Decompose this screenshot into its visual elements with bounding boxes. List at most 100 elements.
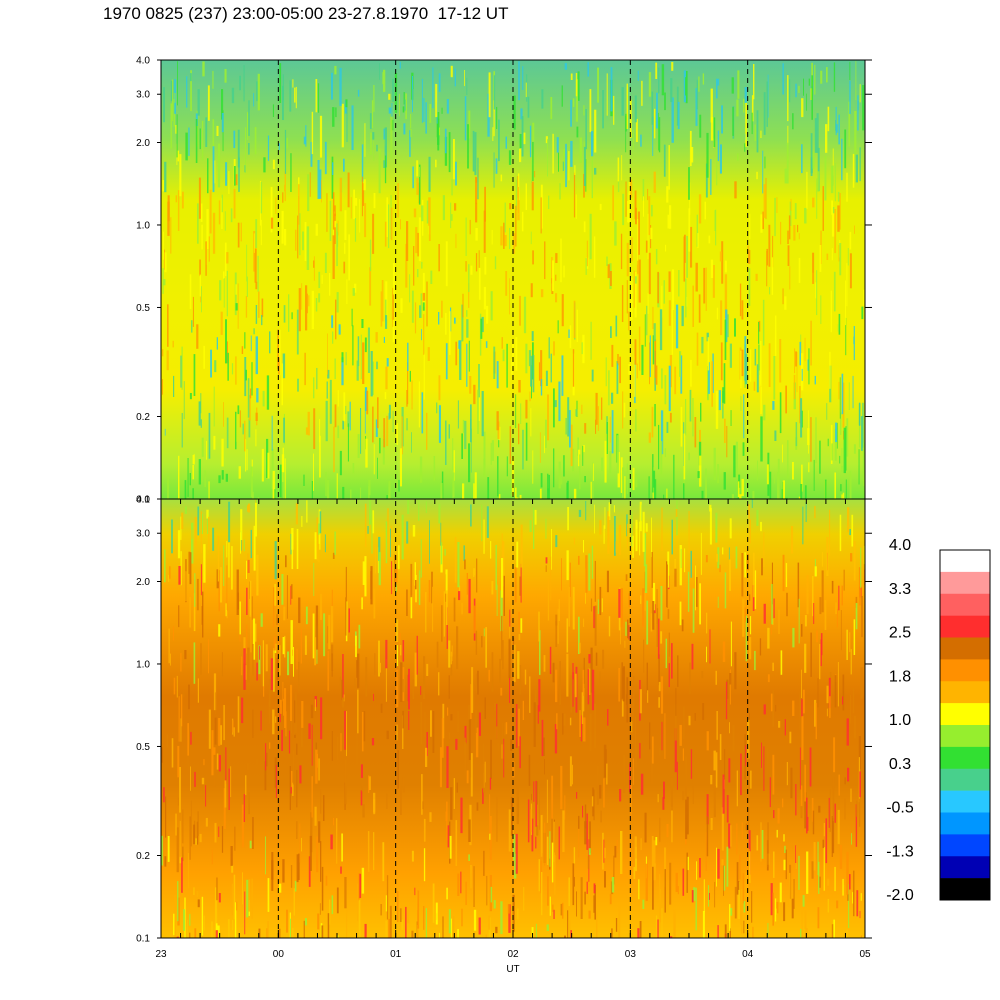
- spectrogram-streak: [661, 64, 665, 96]
- spectrogram-streak: [374, 653, 376, 675]
- spectrogram-streak: [272, 470, 275, 499]
- spectrogram-streak: [730, 908, 733, 916]
- spectrogram-streak: [490, 739, 492, 779]
- spectrogram-streak: [320, 593, 323, 620]
- spectrogram-streak: [704, 201, 706, 220]
- spectrogram-streak: [590, 598, 593, 612]
- spectrogram-streak: [784, 296, 787, 310]
- spectrogram-streak: [391, 306, 394, 320]
- spectrogram-streak: [368, 775, 370, 793]
- spectrogram-streak: [800, 806, 803, 819]
- spectrogram-streak: [518, 634, 521, 641]
- spectrogram-streak: [395, 584, 397, 593]
- spectrogram-streak: [556, 713, 558, 730]
- spectrogram-streak: [342, 654, 344, 700]
- spectrogram-streak: [572, 349, 575, 387]
- spectrogram-streak: [375, 419, 378, 437]
- spectrogram-streak: [659, 747, 661, 756]
- spectrogram-streak: [662, 797, 665, 810]
- spectrogram-streak: [283, 472, 284, 499]
- spectrogram-streak: [615, 918, 618, 932]
- spectrogram-streak: [847, 894, 849, 901]
- spectrogram-streak: [577, 437, 579, 456]
- spectrogram-streak: [276, 658, 279, 681]
- spectrogram-streak: [337, 220, 339, 236]
- spectrogram-streak: [562, 902, 564, 919]
- spectrogram-streak: [213, 386, 215, 427]
- spectrogram-streak: [232, 720, 234, 733]
- spectrogram-streak: [626, 242, 629, 277]
- spectrogram-streak: [559, 183, 561, 200]
- spectrogram-streak: [519, 148, 522, 163]
- spectrogram-streak: [274, 757, 277, 788]
- spectrogram-streak: [380, 904, 382, 916]
- spectrogram-streak: [468, 264, 470, 292]
- spectrogram-streak: [334, 404, 337, 428]
- spectrogram-streak: [261, 315, 263, 326]
- spectrogram-streak: [187, 741, 189, 772]
- colorbar-label: 4.0: [889, 537, 911, 554]
- spectrogram-streak: [609, 451, 612, 474]
- spectrogram-streak: [800, 785, 803, 816]
- spectrogram-streak: [706, 132, 709, 178]
- spectrogram-streak: [455, 161, 457, 186]
- spectrogram-streak: [436, 641, 439, 668]
- spectrogram-streak: [435, 159, 437, 168]
- spectrogram-streak: [585, 501, 587, 521]
- spectrogram-streak: [205, 117, 208, 147]
- spectrogram-streak: [540, 289, 544, 298]
- spectrogram-streak: [727, 314, 729, 338]
- spectrogram-streak: [686, 796, 689, 835]
- spectrogram-streak: [646, 305, 648, 336]
- spectrogram-streak: [652, 306, 654, 329]
- spectrogram-streak: [747, 245, 750, 252]
- spectrogram-streak: [421, 392, 424, 434]
- spectrogram-streak: [726, 846, 729, 887]
- spectrogram-streak: [798, 233, 800, 240]
- spectrogram-streak: [517, 651, 520, 679]
- spectrogram-streak: [202, 61, 205, 77]
- spectrogram-streak: [831, 200, 833, 215]
- spectrogram-streak: [627, 201, 629, 223]
- spectrogram-streak: [464, 420, 467, 450]
- spectrogram-streak: [719, 251, 722, 262]
- spectrogram-streak: [406, 418, 408, 431]
- spectrogram-streak: [797, 562, 800, 608]
- spectrogram-streak: [716, 711, 718, 740]
- spectrogram-streak: [484, 697, 486, 719]
- spectrogram-streak: [769, 777, 771, 808]
- spectrogram-streak: [666, 488, 668, 499]
- spectrogram-streak: [789, 79, 791, 103]
- spectrogram-streak: [189, 473, 191, 486]
- spectrogram-streak: [457, 873, 460, 896]
- spectrogram-streak: [279, 645, 281, 676]
- spectrogram-streak: [756, 364, 759, 393]
- spectrogram-streak: [308, 295, 310, 307]
- spectrogram-streak: [702, 73, 705, 85]
- spectrogram-streak: [582, 445, 585, 453]
- spectrogram-streak: [301, 283, 303, 310]
- spectrogram-streak: [171, 519, 173, 554]
- spectrogram-streak: [289, 80, 292, 112]
- spectrogram-streak: [583, 105, 585, 116]
- spectrogram-streak: [530, 803, 533, 836]
- spectrogram-streak: [840, 484, 842, 492]
- spectrogram-streak: [167, 195, 170, 222]
- spectrogram-streak: [256, 81, 258, 102]
- spectrogram-streak: [190, 73, 192, 82]
- spectrogram-streak: [613, 95, 615, 125]
- spectrogram-streak: [519, 134, 522, 148]
- spectrogram-streak: [760, 822, 762, 862]
- spectrogram-streak: [435, 83, 438, 118]
- spectrogram-streak: [561, 294, 564, 327]
- spectrogram-streak: [324, 534, 326, 553]
- spectrogram-streak: [225, 473, 228, 482]
- spectrogram-streak: [319, 435, 321, 478]
- spectrogram-streak: [813, 603, 815, 624]
- spectrogram-streak: [361, 597, 363, 610]
- spectrogram-streak: [333, 205, 336, 217]
- spectrogram-streak: [554, 724, 558, 754]
- spectrogram-streak: [806, 93, 807, 111]
- spectrogram-streak: [763, 746, 765, 791]
- spectrogram-streak: [754, 650, 756, 671]
